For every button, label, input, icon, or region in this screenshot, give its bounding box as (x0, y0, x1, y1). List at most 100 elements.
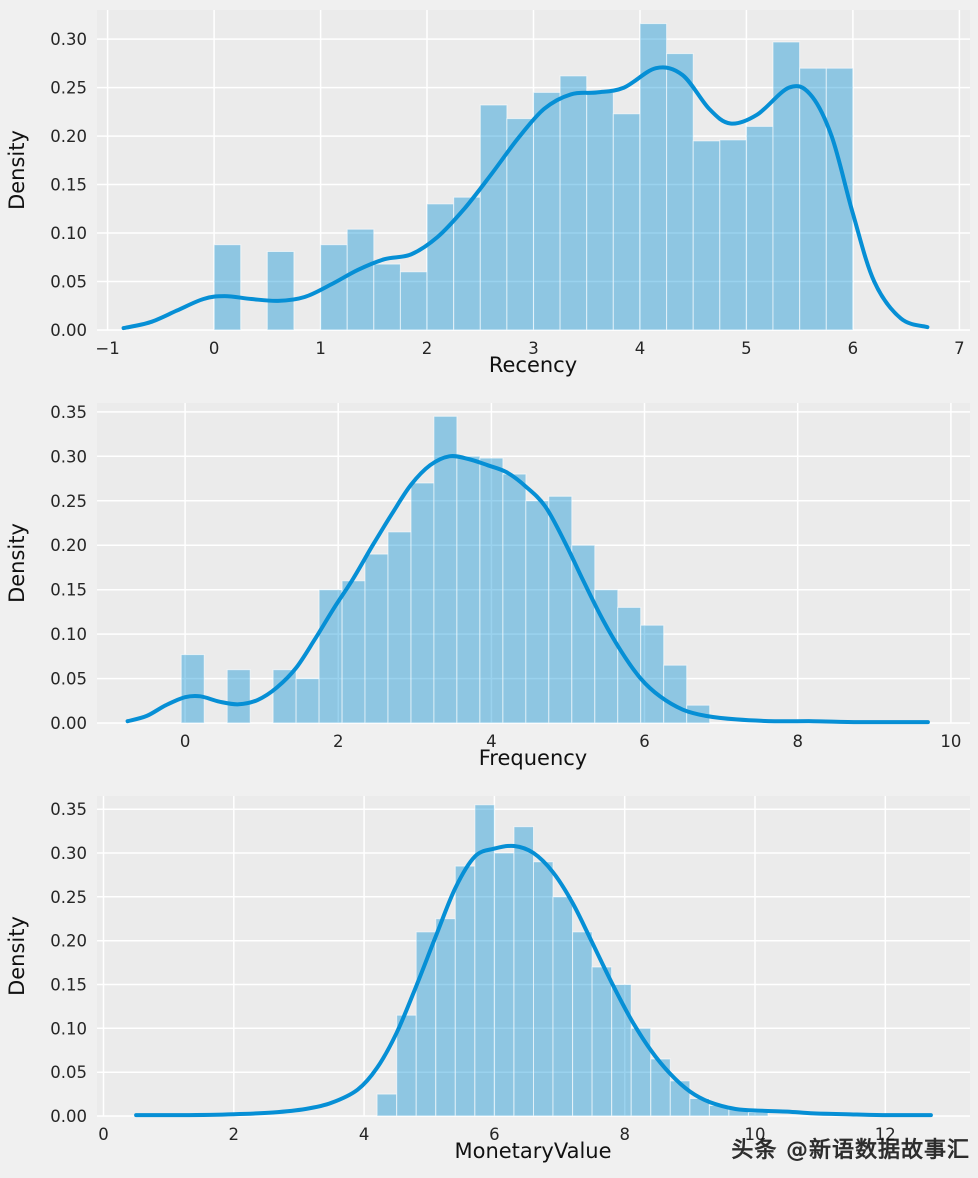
y-tick-label: 0.30 (50, 30, 87, 49)
hist-bar (612, 113, 641, 331)
y-tick-label: 0.10 (50, 224, 87, 243)
hist-bar (533, 861, 554, 1117)
y-tick-label: 0.25 (50, 888, 87, 907)
hist-bar (502, 473, 527, 724)
hist-bar (479, 104, 508, 331)
hist-bar (748, 1112, 769, 1117)
watermark: 头条 @新语数据故事汇 (731, 1132, 970, 1164)
y-tick-label: 0.00 (50, 321, 87, 340)
kde-curve (134, 843, 933, 1118)
x-tick-label: 2 (333, 732, 344, 751)
x-tick-label: 4 (359, 1125, 370, 1144)
hist-bar (692, 140, 721, 331)
hist-bar (295, 678, 320, 724)
y-tick-label: 0.10 (50, 1019, 87, 1038)
hist-bar (479, 457, 504, 724)
hist-bar (454, 865, 476, 1117)
x-tick-label: −1 (95, 339, 119, 358)
hist-bar (453, 196, 481, 331)
subplot-recency: −1 0 1 2 3 4 5 6 7 0.00 0.05 0.10 0.15 0.20 0.25 0.30 R… (0, 0, 978, 393)
hist-bar (640, 624, 665, 724)
hist-bar (226, 669, 251, 724)
x-tick-label: 12 (875, 1125, 896, 1144)
x-tick-label: 4 (635, 339, 646, 358)
hist-bar (533, 91, 561, 331)
hist-bar (318, 589, 343, 724)
y-tick-label: 0.35 (50, 800, 87, 819)
x-tick-label: 6 (639, 732, 650, 751)
monetaryvalue-xlabel: MonetaryValue (454, 1139, 611, 1163)
hist-bar (572, 931, 593, 1117)
hist-bar (376, 1093, 398, 1117)
hist-bar (373, 263, 401, 331)
x-tick-label: 1 (315, 339, 326, 358)
y-tick-label: 0.15 (50, 976, 87, 995)
kde-curve (121, 65, 930, 331)
hist-bar (586, 91, 614, 331)
y-tick-label: 0.25 (50, 492, 87, 511)
monetaryvalue-chart: 0 2 4 6 8 10 12 0.00 0.05 0.10 0.15 0.20 0.25 0.30 0.3… (5, 796, 970, 1163)
y-tick-label: 0.35 (50, 403, 87, 422)
hist-bar (435, 918, 456, 1117)
y-tick-label: 0.05 (50, 273, 87, 292)
recency-ylabel: Density (5, 130, 29, 210)
y-tick-label: 0.15 (50, 581, 87, 600)
x-tick-label: 6 (848, 339, 859, 358)
hist-bar (410, 482, 435, 724)
frequency-chart: 0 2 4 6 8 100.000.050.100.150.200.250.300.35 … (5, 403, 970, 770)
subplot-monetaryvalue: 0 2 4 6 8 10 12 0.00 0.05 0.10 0.15 0.20 0.25 0.30 0.3… (0, 786, 978, 1178)
hist-bar (571, 544, 596, 724)
subplot-frequency: 0 2 4 6 8 10 0.00 0.05 0.10 0.15 0.20 0.25 0.30 0.35 … (0, 393, 978, 786)
recency-chart: −1 0 1 2 3 4 5 6 7 0.00 0.05 0.10 0.15 0.20 0.25 0.30 R… (5, 10, 970, 377)
hist-bar (525, 500, 550, 724)
hist-bar (387, 531, 412, 724)
x-tick-label: 0 (98, 1125, 109, 1144)
x-tick-label: 8 (792, 732, 803, 751)
y-tick-label: 0.20 (50, 536, 87, 555)
y-tick-label: 0.20 (50, 127, 87, 146)
x-tick-label: 0 (209, 339, 220, 358)
hist-bar (341, 580, 366, 724)
hist-bar (650, 1058, 671, 1117)
hist-bar (506, 118, 534, 331)
hist-bar (513, 826, 534, 1117)
frequency-ylabel: Density (5, 523, 29, 603)
hist-bar (666, 53, 694, 331)
y-tick-label: 0.00 (50, 714, 87, 733)
hist-bar (346, 228, 375, 331)
x-tick-label: 8 (619, 1125, 630, 1144)
hist-bar (272, 669, 297, 724)
x-tick-label: 10 (940, 732, 961, 751)
hist-bar (559, 75, 588, 331)
y-tick-label: 0.25 (50, 79, 87, 98)
hist-bar (719, 139, 747, 331)
y-tick-label: 0.30 (50, 447, 87, 466)
y-tick-label: 0.05 (50, 670, 87, 689)
monetaryvalue-ylabel: Density (5, 916, 29, 996)
y-tick-label: 0.05 (50, 1063, 87, 1082)
hist-bar (364, 553, 389, 724)
hist-bar (180, 654, 205, 724)
y-tick-label: 0.30 (50, 844, 87, 863)
hist-bar (456, 455, 481, 724)
hist-bar (745, 125, 774, 331)
y-tick-label: 0.00 (50, 1107, 87, 1126)
x-tick-label: 5 (741, 339, 752, 358)
hist-bar (552, 896, 573, 1117)
y-tick-label: 0.10 (50, 625, 87, 644)
y-tick-label: 0.20 (50, 932, 87, 951)
x-tick-label: 4 (486, 732, 497, 751)
hist-bar (493, 852, 515, 1117)
hist-bar (663, 664, 688, 724)
kde-curve (125, 454, 930, 725)
x-tick-label: 0 (180, 732, 191, 751)
watermark-text: 头条 @新语数据故事汇 (731, 1138, 970, 1163)
x-tick-label: 2 (229, 1125, 240, 1144)
hist-bar (399, 271, 428, 331)
hist-bar (591, 966, 613, 1117)
x-tick-label: 2 (422, 339, 433, 358)
frequency-xlabel: Frequency (479, 746, 588, 770)
x-tick-label: 6 (489, 1125, 500, 1144)
hist-bar (630, 1027, 652, 1117)
